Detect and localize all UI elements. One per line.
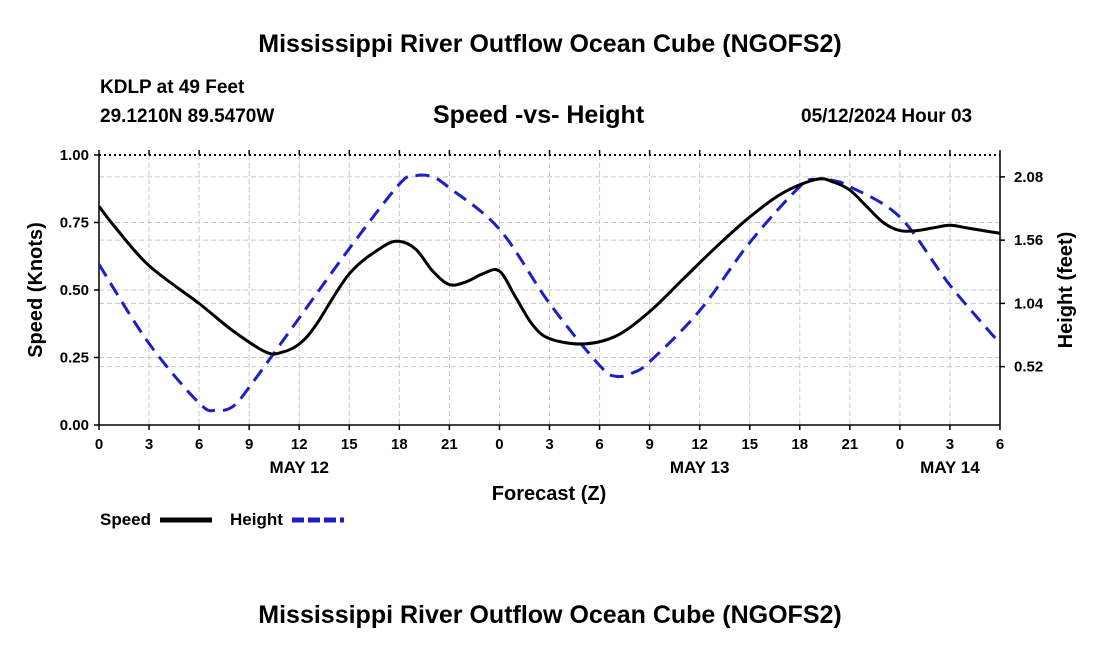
x-tick-label: 18 xyxy=(791,436,808,453)
x-axis-label: Forecast (Z) xyxy=(492,483,606,505)
footer-title: Mississippi River Outflow Ocean Cube (NG… xyxy=(258,601,842,629)
axes: 0 3 6 9 12 15 18 21 0 3 6 9 12 15 18 21 0 3 6 MAY 12 MAY 13 M… xyxy=(60,147,1044,477)
x-tick-label: 21 xyxy=(841,436,858,453)
legend-label-speed: Speed xyxy=(100,510,151,529)
x-tick-label: 12 xyxy=(291,436,308,453)
x-date-label: MAY 13 xyxy=(670,458,730,477)
x-tick-label: 18 xyxy=(391,436,408,453)
y2-axis-label: Height (feet) xyxy=(1055,232,1077,349)
x-tick-label: 3 xyxy=(946,436,954,453)
main-title: Mississippi River Outflow Ocean Cube (NG… xyxy=(258,30,842,58)
x-date-label: MAY 12 xyxy=(269,458,329,477)
legend: Speed Height xyxy=(100,510,344,529)
y-right-tick-label: 2.08 xyxy=(1014,169,1043,186)
x-tick-label: 12 xyxy=(691,436,708,453)
series-line-height xyxy=(99,173,1000,413)
forecast-datetime: 05/12/2024 Hour 03 xyxy=(801,106,973,127)
series-line-speed xyxy=(99,177,1000,356)
x-tick-label: 21 xyxy=(441,436,458,453)
station-coords: 29.1210N 89.5470W xyxy=(100,106,275,127)
y-axis-label: Speed (Knots) xyxy=(25,222,47,358)
x-tick-label: 9 xyxy=(245,436,253,453)
x-tick-label: 6 xyxy=(195,436,203,453)
y-left-tick-label: 0.25 xyxy=(60,350,89,367)
x-tick-label: 9 xyxy=(645,436,653,453)
x-date-label: MAY 14 xyxy=(920,458,980,477)
series-layer xyxy=(99,173,1000,413)
grid xyxy=(99,155,1000,425)
x-tick-label: 6 xyxy=(996,436,1004,453)
x-tick-label: 0 xyxy=(95,436,103,453)
x-tick-label: 6 xyxy=(595,436,603,453)
legend-label-height: Height xyxy=(230,510,283,529)
y-right-tick-label: 1.56 xyxy=(1014,232,1043,249)
x-tick-label: 0 xyxy=(896,436,904,453)
y-left-tick-label: 0.00 xyxy=(60,417,89,434)
x-tick-label: 15 xyxy=(341,436,358,453)
x-tick-label: 15 xyxy=(741,436,758,453)
x-tick-label: 3 xyxy=(145,436,153,453)
y-right-tick-label: 1.04 xyxy=(1014,295,1044,312)
y-left-tick-label: 1.00 xyxy=(60,147,89,164)
y-right-tick-label: 0.52 xyxy=(1014,359,1043,376)
y-left-tick-label: 0.75 xyxy=(60,215,89,232)
x-tick-label: 3 xyxy=(545,436,553,453)
x-tick-label: 0 xyxy=(495,436,503,453)
chart-title: Speed -vs- Height xyxy=(433,101,645,129)
station-label: KDLP at 49 Feet xyxy=(100,77,245,98)
y-left-tick-label: 0.50 xyxy=(60,282,89,299)
